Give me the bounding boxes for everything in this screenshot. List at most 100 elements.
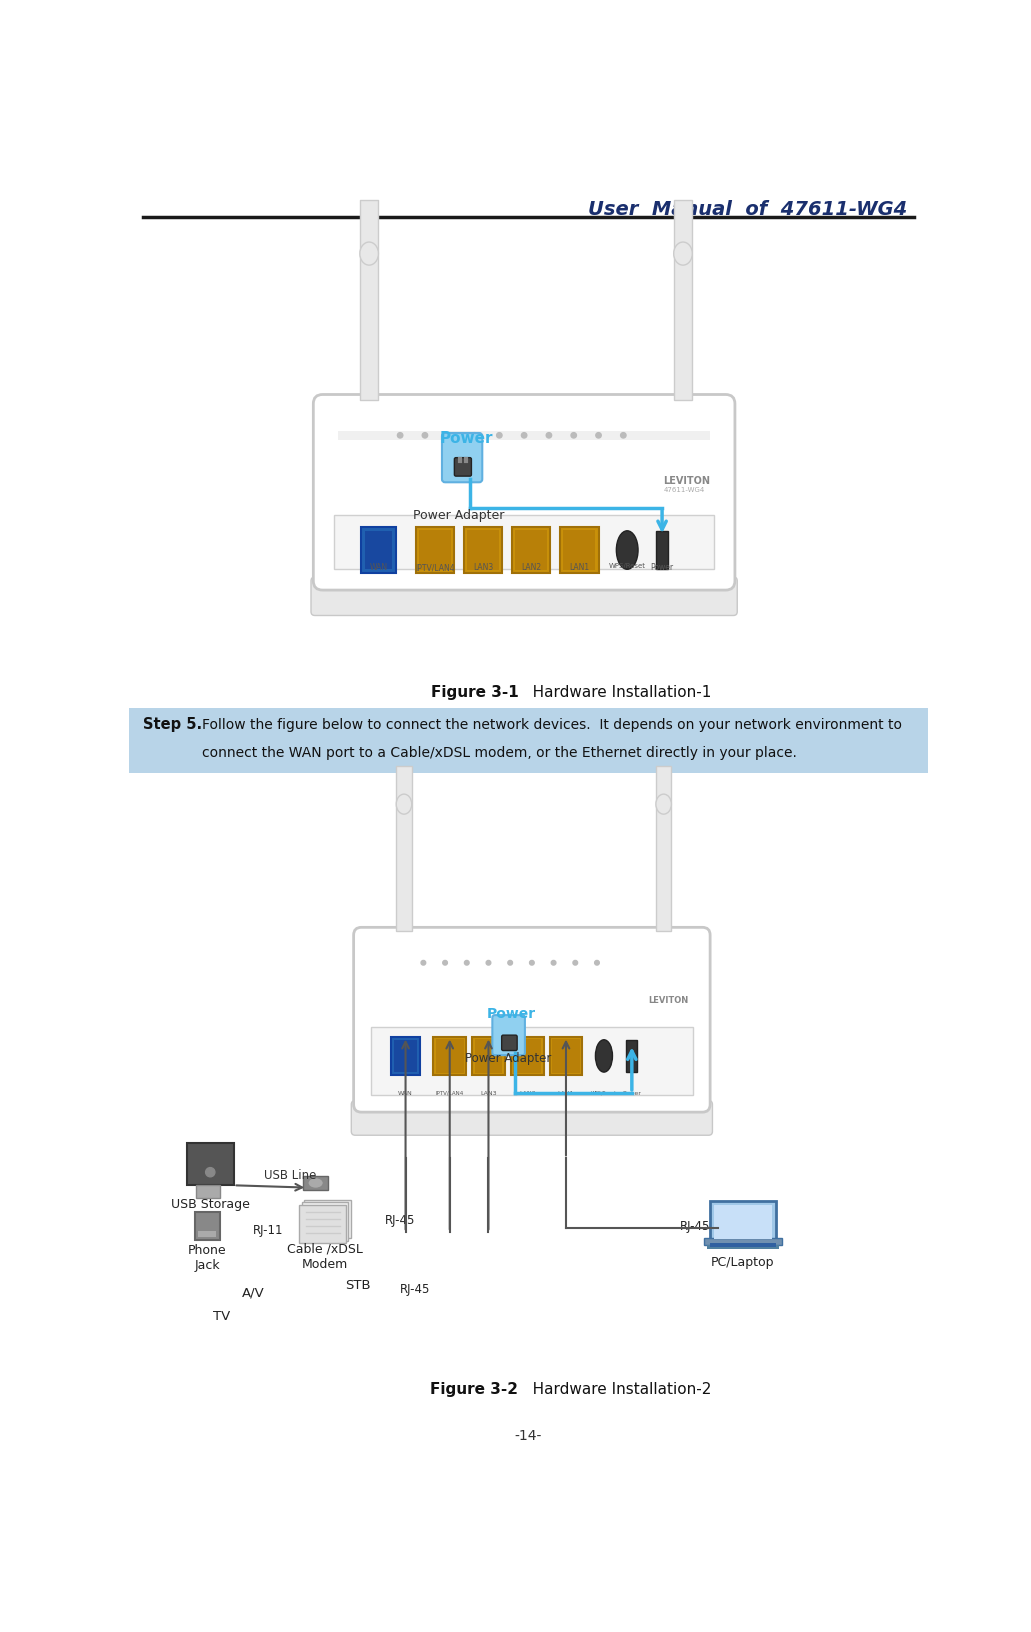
Circle shape [596, 432, 601, 437]
Ellipse shape [617, 530, 638, 570]
Circle shape [552, 961, 556, 965]
Circle shape [487, 961, 491, 965]
Bar [467, 530, 499, 570]
Text: LAN3: LAN3 [473, 563, 493, 573]
Text: Power: Power [439, 431, 493, 446]
Ellipse shape [396, 795, 411, 814]
Text: RJ-11: RJ-11 [253, 1224, 284, 1237]
Circle shape [546, 432, 552, 437]
Bar [365, 530, 393, 570]
Bar [627, 1040, 637, 1072]
Text: Power Adapter: Power Adapter [465, 1051, 552, 1064]
Text: Hardware Installation-1: Hardware Installation-1 [519, 685, 711, 700]
Text: A/V: A/V [241, 1286, 264, 1299]
Bar [303, 1177, 328, 1190]
Bar [474, 1040, 502, 1072]
Bar [187, 1142, 233, 1185]
Bar [511, 1036, 514, 1044]
Bar [465, 460, 470, 468]
Text: WAN: WAN [369, 563, 388, 573]
Text: RJ-45: RJ-45 [400, 1283, 431, 1296]
Text: Phone
Jack: Phone Jack [188, 1245, 227, 1273]
Bar [710, 1244, 776, 1247]
Circle shape [621, 432, 626, 437]
Bar [334, 516, 714, 570]
Bar [514, 530, 547, 570]
Bar [563, 530, 596, 570]
Circle shape [423, 432, 428, 437]
Text: PC/Laptop: PC/Laptop [711, 1255, 774, 1268]
Bar [710, 1201, 776, 1244]
Circle shape [447, 432, 453, 437]
Text: RJ-45: RJ-45 [679, 1219, 709, 1232]
Text: WAN: WAN [398, 1090, 413, 1095]
Text: Power: Power [651, 563, 673, 573]
FancyBboxPatch shape [442, 432, 483, 483]
Bar [511, 527, 551, 573]
Circle shape [205, 1167, 214, 1177]
Text: LAN3: LAN3 [480, 1090, 497, 1095]
Circle shape [595, 961, 599, 965]
FancyBboxPatch shape [502, 1035, 518, 1051]
Circle shape [472, 432, 477, 437]
Text: IPTV/LAN4: IPTV/LAN4 [436, 1090, 464, 1095]
Text: Follow the figure below to connect the network devices.  It depends on your netw: Follow the figure below to connect the n… [202, 718, 902, 731]
FancyBboxPatch shape [455, 457, 471, 477]
Circle shape [497, 432, 502, 437]
Circle shape [522, 432, 527, 437]
Bar [502, 1036, 506, 1044]
Text: Power: Power [623, 1090, 641, 1095]
Text: LAN1: LAN1 [558, 1090, 574, 1095]
Bar [433, 1036, 466, 1075]
Text: Step 5.: Step 5. [143, 718, 202, 733]
Bar [391, 1036, 421, 1075]
Text: LEVITON: LEVITON [664, 477, 710, 486]
Bar [198, 1231, 217, 1237]
Text: User  Manual  of  47611-WG4: User Manual of 47611-WG4 [589, 201, 907, 219]
Text: USB Line: USB Line [265, 1169, 317, 1182]
Circle shape [464, 961, 469, 965]
Circle shape [397, 432, 403, 437]
Text: -14-: -14- [514, 1428, 541, 1443]
Ellipse shape [656, 795, 671, 814]
Bar [464, 527, 502, 573]
FancyBboxPatch shape [313, 395, 735, 591]
Text: Cable /xDSL
Modem: Cable /xDSL Modem [287, 1244, 363, 1271]
Bar [511, 1036, 543, 1075]
Text: WPS/Reset: WPS/Reset [608, 563, 645, 570]
Bar [362, 527, 396, 573]
Bar [299, 1204, 345, 1244]
Text: Figure 3-1: Figure 3-1 [431, 685, 519, 700]
Bar [195, 1213, 220, 1240]
Circle shape [508, 961, 512, 965]
Text: LAN2: LAN2 [521, 563, 541, 573]
Ellipse shape [360, 242, 378, 264]
Text: Figure 3-2: Figure 3-2 [430, 1382, 519, 1397]
Bar [371, 1028, 693, 1095]
Circle shape [442, 961, 447, 965]
Bar [714, 1204, 772, 1239]
Text: RJ-45: RJ-45 [385, 1214, 415, 1227]
Bar [550, 1036, 583, 1075]
FancyBboxPatch shape [354, 927, 710, 1111]
Text: USB Storage: USB Storage [171, 1198, 250, 1211]
Ellipse shape [308, 1178, 324, 1188]
Text: Power Adapter: Power Adapter [412, 509, 504, 522]
Text: connect the WAN port to a Cable/xDSL modem, or the Ethernet directly in your pla: connect the WAN port to a Cable/xDSL mod… [202, 746, 797, 759]
Bar [129, 708, 928, 774]
Circle shape [571, 432, 576, 437]
Text: LAN2: LAN2 [519, 1090, 535, 1095]
Bar [179, 782, 873, 1374]
Bar [338, 431, 710, 441]
Bar [394, 1040, 418, 1072]
Circle shape [421, 961, 426, 965]
Ellipse shape [596, 1040, 612, 1072]
Text: Hardware Installation-2: Hardware Installation-2 [519, 1382, 711, 1397]
Bar [304, 1200, 351, 1239]
Text: IPTV/LAN4: IPTV/LAN4 [415, 563, 455, 573]
Bar [455, 460, 459, 468]
Bar [436, 1040, 464, 1072]
Text: Power: Power [488, 1007, 536, 1020]
Circle shape [530, 961, 534, 965]
Text: LAN1: LAN1 [569, 563, 589, 573]
